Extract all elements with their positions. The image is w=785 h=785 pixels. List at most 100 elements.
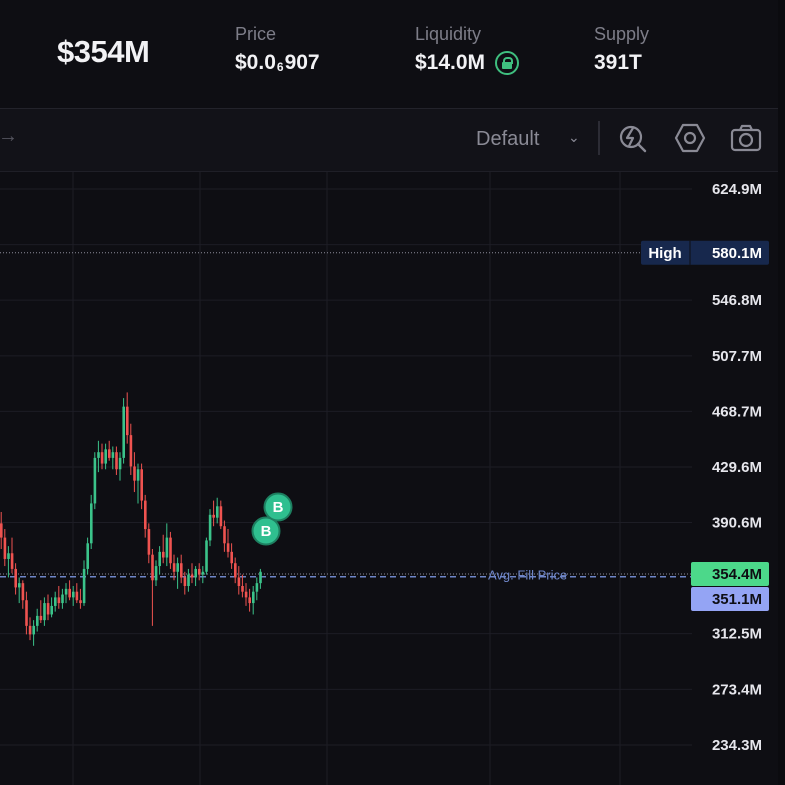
y-tick-label: 507.7M [712, 348, 762, 365]
candle [46, 603, 50, 615]
high-tag: High 580.1M [641, 240, 769, 265]
candle [115, 452, 118, 470]
candle [226, 543, 230, 552]
y-tick-label: 624.9M [712, 181, 762, 198]
candle [151, 554, 154, 581]
buy-marker: B [263, 492, 293, 522]
candle [219, 506, 223, 527]
candle [10, 553, 14, 569]
candle [36, 615, 39, 626]
candle [201, 571, 205, 575]
candle [205, 540, 208, 572]
price-suffix: 907 [284, 51, 320, 74]
price-value: $0.0 6 907 [235, 51, 320, 75]
indicator-icon[interactable] [616, 121, 650, 155]
candle [43, 603, 46, 621]
candle [158, 551, 161, 567]
candle [39, 615, 43, 621]
candle [72, 591, 75, 598]
avg-fill-tag-value: 351.1M [712, 591, 762, 608]
market-cap: $354M [57, 34, 150, 69]
toolbar-divider [598, 121, 600, 155]
price-prefix: $0.0 [235, 51, 276, 74]
candle [64, 588, 68, 595]
y-tick-label: 429.6M [712, 459, 762, 476]
candle [28, 625, 32, 635]
candle [21, 583, 25, 601]
candle [97, 452, 100, 458]
y-tick-label: 312.5M [712, 626, 762, 643]
vertical-scrollbar[interactable] [778, 0, 785, 785]
candle [216, 506, 219, 518]
candle [18, 583, 21, 588]
candle [122, 406, 125, 458]
avg-fill-tag-bg [691, 587, 769, 612]
candle [90, 503, 93, 544]
candle [172, 563, 176, 572]
candle [14, 568, 17, 588]
candle [208, 514, 212, 541]
candles [0, 392, 262, 646]
current-price-tag-value: 354.4M [712, 566, 762, 583]
candle [230, 551, 233, 564]
arrow-right-icon[interactable]: → [0, 125, 18, 147]
candle [223, 526, 226, 544]
lock-icon[interactable] [495, 51, 520, 75]
candle [57, 597, 61, 604]
buy-marker-label: B [273, 499, 284, 516]
buy-markers: BB [251, 492, 293, 546]
candle [68, 588, 71, 598]
candle [50, 605, 53, 615]
buy-marker-label: B [261, 523, 272, 540]
candle [129, 435, 133, 467]
candle [3, 537, 7, 559]
candle [100, 452, 104, 464]
current-price-tag-bg [691, 562, 769, 587]
price-tags: High 580.1M 354.4M 351.1M [641, 240, 769, 612]
buy-marker: B [251, 516, 281, 546]
price-axis: 624.9M 546.8M 507.7M 468.7M 429.6M 390.6M 312.… [712, 181, 762, 754]
candle [32, 625, 35, 635]
chevron-down-icon[interactable]: ⌄ [568, 129, 580, 145]
y-tick-label: 546.8M [712, 292, 762, 309]
candle [198, 568, 201, 575]
supply-value: 391T [594, 51, 642, 74]
buy-marker-circle [251, 516, 281, 546]
candle [93, 457, 97, 504]
candle [180, 563, 183, 578]
high-tag-value: 580.1M [712, 245, 762, 262]
liquidity-stat: Liquidity $14.0M [415, 24, 520, 75]
avg-fill-tag: 351.1M [691, 587, 769, 612]
candle [234, 563, 237, 578]
candle [0, 523, 3, 538]
current-price-tag: 354.4M [691, 562, 769, 587]
candle [237, 577, 241, 587]
chart-preset-select[interactable]: Default [476, 128, 540, 150]
candle [54, 597, 57, 606]
candle [183, 577, 187, 587]
candle [25, 600, 28, 626]
candle [194, 568, 197, 578]
high-tag-label: High [648, 245, 681, 262]
candle [79, 600, 82, 604]
liquidity-value-row: $14.0M [415, 51, 520, 75]
candle [248, 597, 251, 604]
candle [190, 574, 194, 578]
candle [133, 466, 136, 481]
avg-fill-label: Avg. Fill Price [488, 568, 567, 583]
y-tick-label: 273.4M [712, 681, 762, 698]
reference-lines: Avg. Fill Price [0, 252, 692, 583]
candle [136, 469, 140, 481]
settings-hexagon-icon[interactable] [673, 121, 707, 155]
candle [212, 514, 215, 518]
y-tick-label: 234.3M [712, 737, 762, 754]
liquidity-value: $14.0M [415, 51, 486, 74]
y-tick-label: 390.6M [712, 515, 762, 532]
candle [118, 457, 122, 470]
high-tag-bg [641, 240, 769, 265]
token-header: $354M Price $0.0 6 907 Liquidity $14.0M Su… [0, 0, 785, 109]
buy-marker-circle [263, 492, 293, 522]
camera-icon[interactable] [729, 121, 763, 155]
candlestick-chart[interactable]: Avg. Fill Price BB 624.9M 546.8M 507.7M 468… [0, 172, 778, 785]
